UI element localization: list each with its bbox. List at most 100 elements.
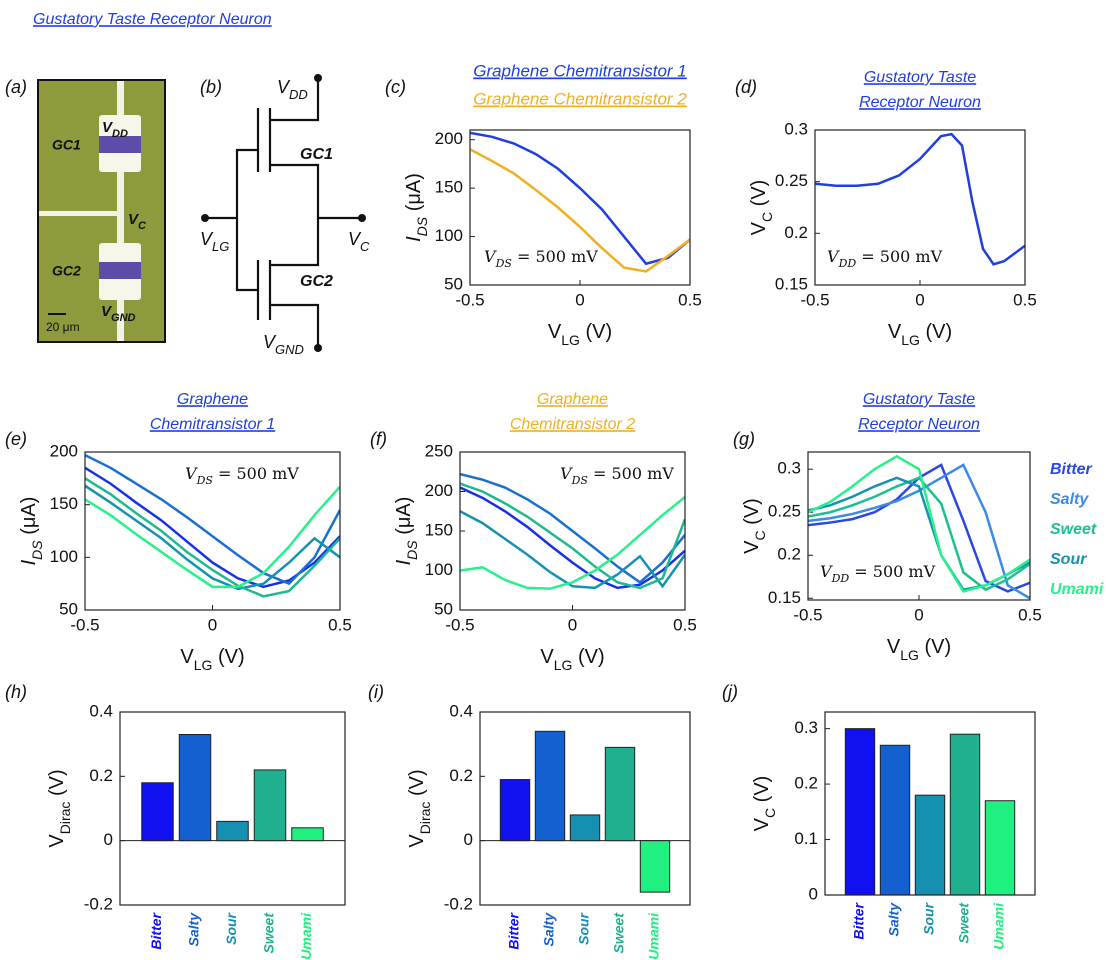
panel-b: (b) [200,74,366,352]
x-axis-label: VLG (V) [548,321,612,347]
x-tick-label: Bitter [506,911,522,949]
panel-label: (b) [200,77,222,97]
terminal [358,214,366,222]
x-axis-label-sub: LG [554,657,573,673]
bar [639,840,671,893]
terminal-label: VC [128,211,147,232]
x-tick-label: Umami [991,902,1007,950]
bar [499,779,531,842]
x-tick-label: 0.5 [678,290,702,309]
y-axis-label-main: V [406,834,428,848]
y-axis-label-rest: (μA) [393,497,415,541]
x-axis-label: VLG (V) [887,636,951,662]
terminal-label-sub: GND [275,342,304,357]
terminal-label: VGND [263,332,304,357]
x-tick-label: -0.5 [793,605,822,624]
y-tick-label: 200 [425,481,453,500]
graphene-channel [99,136,141,153]
line-series [85,454,340,586]
x-axis-label: VLG (V) [180,646,244,672]
device-label: GC1 [52,137,81,153]
electrode [39,211,119,216]
chart-title: Receptor Neuron [858,416,980,433]
line-series [815,132,1025,266]
chart-title: Gustatory Taste [863,391,975,408]
legend-entry: Sour [1050,551,1087,568]
bar [569,814,601,842]
plot-frame [807,451,1031,601]
panel-label: (h) [5,682,27,702]
y-tick-label: 0.2 [449,766,473,785]
terminal-label-sub: LG [212,239,229,254]
bar [141,782,174,842]
annotation-sub: DS [196,474,214,487]
annotation-main: V [827,247,840,266]
x-tick-label: Sour [576,911,592,944]
line-series [460,510,685,590]
line-series [85,484,340,591]
line-series [808,463,1030,600]
y-tick-label: 0.15 [775,274,808,293]
annotation-rest: = 500 mV [512,247,598,266]
chart-title: Gustatory Taste [864,69,976,86]
y-axis-label-sub: Dirac [417,802,433,835]
y-axis-label-main: V [46,834,68,848]
y-tick-label: 0.2 [794,774,818,793]
legend-entry: Bitter [1050,461,1093,478]
y-axis-label-main: V [741,540,763,554]
y-tick-label: 0 [464,830,473,849]
y-tick-label: 0.2 [777,545,801,564]
bar [914,794,946,896]
y-axis-label-main: I [403,236,425,242]
terminal-label: VDD [277,77,308,102]
x-axis-label-sub: LG [900,647,919,663]
x-tick-label: Salty [186,912,202,947]
x-tick-label: Bitter [851,901,867,939]
annotation-sub: DD [831,572,850,585]
x-tick-label: Sour [921,901,937,934]
bar [844,728,876,896]
y-tick-label: 0 [809,884,818,903]
terminal-label-sub: C [360,239,370,254]
y-tick-label: 0.3 [777,459,801,478]
y-tick-label: 0.4 [89,701,113,720]
y-axis-label-rest: (V) [46,769,68,801]
x-axis-label-main: V [548,321,562,343]
chart-title: Chemitransistor 2 [510,416,635,433]
x-tick-label: -0.5 [70,615,99,634]
plot-frame [479,711,691,906]
x-tick-label: 0.5 [328,615,352,634]
plot-frame [119,711,346,906]
annotation-main: V [560,464,573,483]
legend-entry: Graphene Chemitransistor 2 [473,89,687,108]
plot-frame [824,711,1036,896]
y-axis-label-rest: (V) [741,498,763,530]
panel-label: (d) [735,77,757,97]
terminal-label: VC [348,229,370,254]
terminal-label-main: V [102,119,114,136]
terminal-label-main: V [128,211,140,228]
terminal-label-main: V [348,229,362,249]
y-axis-label: VC (V) [741,498,767,554]
terminal-label: VLG [200,229,229,254]
terminal-label-sub: DD [289,87,308,102]
terminal-label-main: V [263,332,277,352]
terminal-label-main: V [200,229,214,249]
y-tick-label: 100 [50,547,78,566]
x-tick-label: -0.5 [445,615,474,634]
y-axis-label-main: I [393,559,415,565]
device-label: GC1 [300,146,333,163]
device-label: GC2 [52,263,81,279]
x-axis-label-main: V [540,646,554,668]
scale-label: 20 μm [46,320,80,334]
y-tick-label: 50 [434,599,453,618]
y-axis-label-main: V [748,221,770,235]
panel-label: (g) [733,429,755,449]
x-axis-label-sub: LG [561,332,580,348]
y-axis-label-rest: (V) [406,769,428,801]
line-series [85,485,340,589]
y-tick-label: -0.2 [444,894,473,913]
x-tick-label: Umami [646,912,662,960]
plot-frame [469,129,691,286]
plot-frame [814,129,1026,286]
